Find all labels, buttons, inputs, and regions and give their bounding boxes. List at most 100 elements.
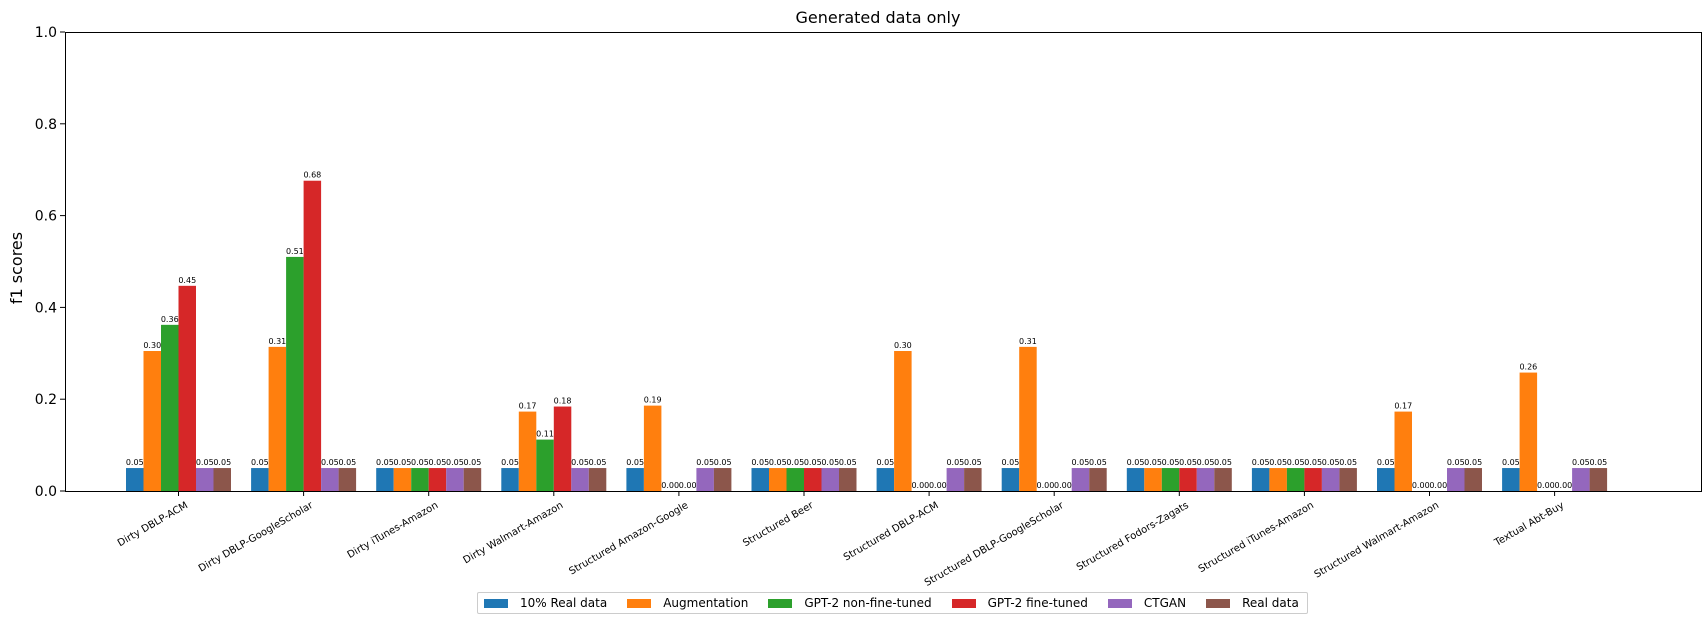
- bar: [1304, 468, 1322, 491]
- bar: [751, 468, 769, 491]
- bar-value-label: 0.17: [1394, 402, 1412, 411]
- bar: [1126, 468, 1145, 491]
- bar-value-label: 0.05: [1322, 458, 1340, 467]
- legend-label: Real data: [1242, 596, 1299, 610]
- bar-value-label: 0.05: [394, 458, 412, 467]
- legend-label: Augmentation: [663, 596, 749, 610]
- bar-value-label: 0.00: [1554, 481, 1572, 490]
- bar-value-label: 0.30: [894, 341, 912, 350]
- x-tick-label: Structured DBLP-GoogleScholar: [923, 500, 1067, 589]
- legend-label: 10% Real data: [520, 596, 608, 610]
- bar-chart: Generated data only f1 scores 0.05 0.30 0.…: [7, 8, 1702, 589]
- bar: [303, 180, 322, 491]
- bar-value-label: 0.00: [1037, 481, 1055, 490]
- bar: [1286, 468, 1305, 491]
- bar-value-label: 0.05: [1269, 458, 1287, 467]
- bars-group: [126, 180, 1608, 491]
- bar-value-label: 0.17: [519, 402, 537, 411]
- bar-value-label: 0.05: [464, 458, 482, 467]
- bar: [894, 351, 912, 491]
- bar: [1377, 468, 1395, 491]
- x-tick-label: Structured Amazon-Google: [567, 500, 690, 577]
- bar: [268, 346, 287, 491]
- bar-value-label: 0.05: [411, 458, 429, 467]
- bar: [1251, 468, 1270, 491]
- y-tick-label: 0.6: [35, 209, 57, 225]
- bar: [1196, 468, 1215, 491]
- bar-value-label: 0.05: [626, 458, 644, 467]
- bar-value-label: 0.05: [321, 458, 339, 467]
- bar: [1464, 468, 1482, 491]
- bar-value-label: 0.05: [804, 458, 822, 467]
- x-tick-label: Dirty DBLP-ACM: [116, 500, 190, 549]
- bar: [251, 468, 269, 491]
- bar: [1161, 468, 1180, 491]
- bar: [876, 468, 895, 491]
- x-tick-label: Dirty iTunes-Amazon: [346, 500, 441, 561]
- bar-value-label: 0.05: [714, 458, 732, 467]
- chart-title: Generated data only: [796, 8, 961, 27]
- bar: [1144, 468, 1162, 491]
- x-tick-label: Structured Walmart-Amazon: [1313, 500, 1441, 580]
- y-tick-label: 0.8: [35, 117, 57, 133]
- bar: [964, 468, 982, 491]
- bar-value-label: 0.05: [1214, 458, 1232, 467]
- bar: [1071, 468, 1090, 491]
- x-tick-label: Textual Abt-Buy: [1492, 500, 1566, 549]
- legend-swatch: [951, 598, 976, 608]
- y-axis-label: f1 scores: [7, 232, 26, 304]
- bar: [161, 324, 179, 491]
- legend-item: GPT-2 non-fine-tuned: [768, 596, 932, 610]
- bar: [1214, 468, 1232, 491]
- bar: [571, 468, 589, 491]
- bar-value-label: 0.05: [213, 458, 231, 467]
- bar-value-label: 0.45: [178, 276, 196, 285]
- bar: [393, 468, 412, 491]
- x-tick-label: Structured DBLP-ACM: [842, 500, 941, 563]
- bar: [1447, 468, 1465, 491]
- bar: [446, 468, 464, 491]
- bar-value-label: 0.05: [126, 458, 144, 467]
- bar-value-label: 0.36: [161, 315, 179, 324]
- bar-value-label: 0.05: [1287, 458, 1305, 467]
- bar-value-label: 0.00: [1429, 481, 1447, 490]
- bar: [588, 468, 607, 491]
- bar: [839, 468, 857, 491]
- bar-value-label: 0.05: [769, 458, 787, 467]
- bar-value-label: 0.05: [839, 458, 857, 467]
- bar-value-label: 0.05: [1377, 458, 1395, 467]
- y-tick-label: 0.0: [35, 484, 57, 500]
- bar-value-label: 0.05: [946, 458, 964, 467]
- legend-swatch: [627, 598, 652, 608]
- bar: [1339, 468, 1357, 491]
- legend-swatch: [1107, 598, 1132, 608]
- bar: [1019, 346, 1037, 491]
- bar-value-label: 0.00: [1054, 481, 1072, 490]
- bar: [428, 468, 447, 491]
- bar-value-label: 0.30: [143, 341, 161, 350]
- bar-value-label: 0.05: [376, 458, 394, 467]
- bar-value-label: 0.05: [589, 458, 607, 467]
- bar-value-label: 0.05: [751, 458, 769, 467]
- bar: [643, 405, 662, 491]
- data-labels-group: 0.050.300.360.450.05 0.05 0.050.310.510.68…: [126, 171, 1607, 490]
- bar-value-label: 0.05: [964, 458, 982, 467]
- bar-value-label: 0.05: [1447, 458, 1465, 467]
- x-tick-label: Dirty DBLP-GoogleScholar: [197, 500, 316, 575]
- bar-value-label: 0.00: [1537, 481, 1555, 490]
- bar-value-label: 0.05: [1339, 458, 1357, 467]
- bar: [1179, 468, 1197, 491]
- bar-value-label: 0.00: [661, 481, 679, 490]
- bar: [536, 439, 554, 491]
- bar: [376, 468, 394, 491]
- bar-value-label: 0.05: [1304, 458, 1322, 467]
- bar-value-label: 0.05: [1197, 458, 1215, 467]
- bar-value-label: 0.05: [1572, 458, 1590, 467]
- bar: [696, 468, 714, 491]
- bar-value-label: 0.05: [1127, 458, 1145, 467]
- bar: [321, 468, 339, 491]
- bar: [126, 468, 144, 491]
- bar: [143, 351, 161, 491]
- bar: [196, 468, 214, 491]
